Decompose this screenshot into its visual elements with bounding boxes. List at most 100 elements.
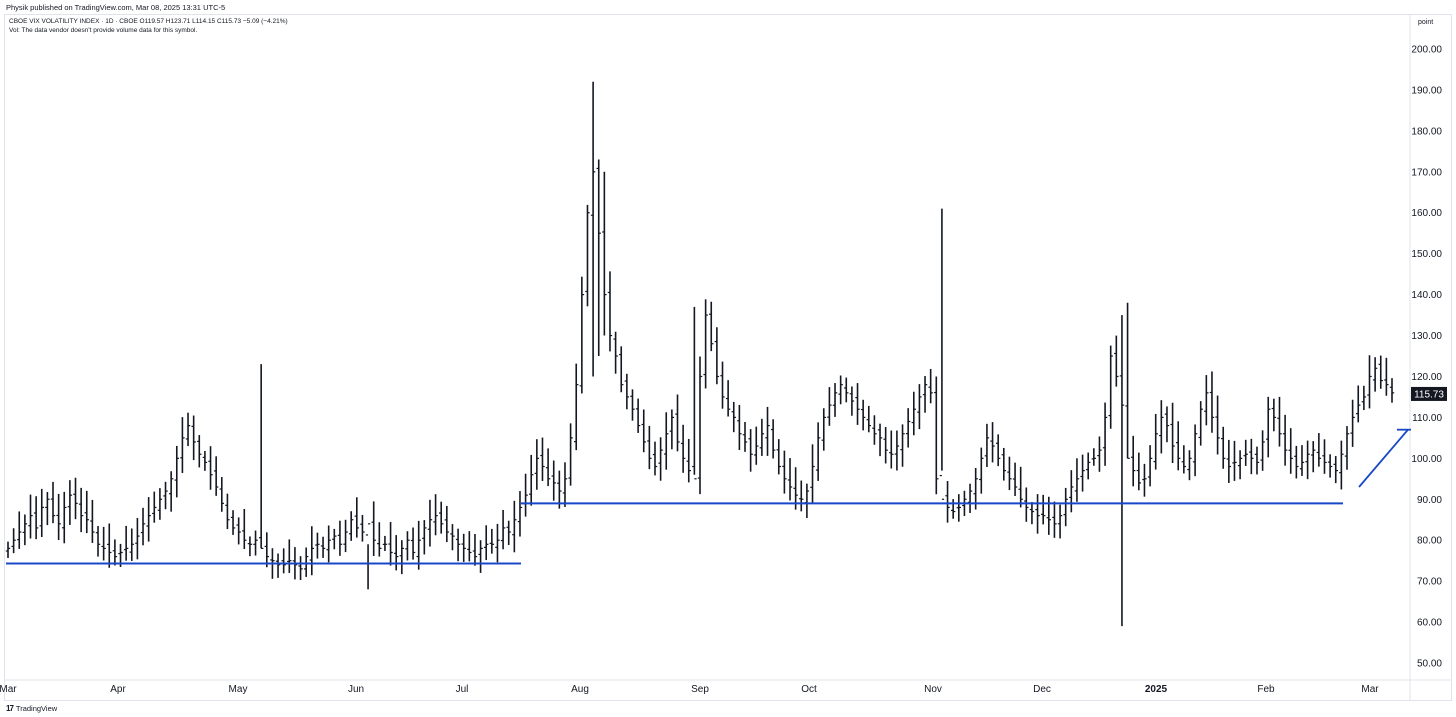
ohlc-bar [1001, 447, 1007, 481]
ohlc-bar [1254, 446, 1260, 475]
ohlc-bar [1378, 355, 1383, 389]
ohlc-bar [298, 556, 303, 581]
ohlc-bar [641, 409, 646, 453]
ohlc-bar [956, 494, 961, 522]
ohlc-bar [399, 540, 405, 575]
ohlc-bar [1339, 440, 1344, 490]
ohlc-bar [1204, 375, 1209, 426]
y-tick-label: 100.00 [1411, 454, 1442, 465]
volume-note: Vol: The data vendor doesn't provide vol… [9, 27, 198, 34]
ohlc-bar [905, 408, 911, 448]
ohlc-bar [382, 535, 388, 552]
ohlc-bar [371, 501, 376, 556]
ohlc-bar [827, 387, 832, 426]
ohlc-bar [877, 423, 883, 457]
ohlc-bar [900, 424, 905, 467]
ohlc-bar [1305, 440, 1310, 480]
ohlc-bar [979, 447, 984, 494]
ohlc-bar [444, 505, 450, 543]
ohlc-bar [281, 548, 286, 574]
ohlc-bar [1322, 439, 1327, 474]
ohlc-bar [467, 531, 472, 562]
ohlc-bar [1209, 371, 1215, 433]
symbol-legend: CBOE VIX VOLATILITY INDEX · 1D · CBOE O1… [9, 18, 288, 25]
ohlc-bar [1063, 487, 1068, 527]
ohlc-bar [1170, 402, 1175, 463]
ohlc-bar [484, 525, 489, 561]
support-lines[interactable] [6, 428, 1411, 565]
ohlc-bar [1181, 445, 1187, 474]
ohlc-bar [309, 526, 315, 576]
ohlc-bar [821, 408, 826, 451]
ohlc-bar [1266, 396, 1271, 458]
ohlc-bar [619, 346, 624, 393]
ohlc-bar [1316, 433, 1322, 467]
ohlc-bar [450, 524, 455, 551]
ohlc-bar [574, 363, 579, 451]
ohlc-bar [517, 491, 523, 537]
ohlc-bar [855, 383, 860, 425]
ohlc-bar [990, 422, 995, 463]
y-tick-label: 50.00 [1417, 659, 1442, 670]
ohlc-bar [534, 439, 540, 490]
ohlc-bar [135, 517, 140, 560]
ohlc-bar [258, 364, 264, 549]
ohlc-bar [939, 208, 945, 500]
ohlc-bar [107, 523, 112, 568]
trend-arrow[interactable] [1358, 429, 1409, 488]
ohlc-bar [1232, 440, 1237, 481]
tradingview-logo-icon: 17 [6, 704, 14, 713]
ohlc-bar [208, 446, 213, 490]
ohlc-bar [787, 458, 793, 501]
ohlc-bar [197, 435, 202, 468]
ohlc-bar [1215, 395, 1220, 455]
ohlc-bar [844, 377, 849, 403]
ohlc-bar [725, 380, 731, 417]
ohlc-bar [287, 539, 292, 573]
x-tick-label: Dec [1033, 684, 1051, 695]
ohlc-bar [1187, 450, 1192, 481]
ohlc-bar [1344, 426, 1350, 470]
ohlc-bar [427, 499, 433, 547]
ohlc-bar [1327, 454, 1333, 478]
ohlc-bar [658, 437, 663, 481]
y-tick-label: 60.00 [1417, 618, 1442, 629]
y-tick-label: 90.00 [1417, 495, 1442, 506]
y-tick-label: 120.00 [1411, 372, 1442, 383]
ohlc-bar [1102, 402, 1108, 466]
time-axis[interactable]: Mar Apr May Jun Jul Aug Sep Oct Nov Dec 2025 Feb Mar [0, 684, 1379, 695]
ohlc-bar [545, 448, 551, 487]
ohlc-bar [1260, 430, 1265, 471]
ohlc-bar [967, 483, 973, 513]
ohlc-bar [1192, 424, 1198, 477]
ohlc-bar [191, 415, 196, 461]
ohlc-bar [303, 547, 309, 577]
ohlc-bar [984, 423, 990, 468]
price-axis[interactable]: point 50.00 60.00 70.00 80.00 90.00 100.00 110.… [1411, 19, 1447, 670]
ohlc-bars [5, 81, 1395, 627]
ohlc-bar [630, 389, 635, 421]
ohlc-bar [1142, 463, 1147, 497]
ohlc-bar [1052, 501, 1057, 538]
ohlc-bar [579, 276, 585, 394]
y-tick-label: 160.00 [1411, 208, 1442, 219]
ohlc-bar [697, 356, 703, 495]
y-tick-label: 170.00 [1411, 167, 1442, 178]
ohlc-bar [1035, 494, 1040, 534]
ohlc-bar [1040, 494, 1046, 525]
ohlc-bar [731, 401, 736, 433]
ohlc-bar [1243, 439, 1248, 466]
x-tick-label: 2025 [1145, 684, 1168, 695]
y-tick-label: 70.00 [1417, 577, 1442, 588]
ohlc-bar [1226, 439, 1232, 483]
ohlc-bar [1131, 435, 1136, 487]
chart-frame [4, 14, 1452, 701]
ohlc-bar [692, 306, 697, 480]
ohlc-bar [934, 376, 939, 495]
ohlc-bar [607, 271, 613, 352]
ohlc-bar [1007, 456, 1012, 491]
ohlc-bar [1384, 357, 1389, 396]
ohlc-bar [253, 530, 258, 556]
ohlc-bar [146, 497, 151, 542]
